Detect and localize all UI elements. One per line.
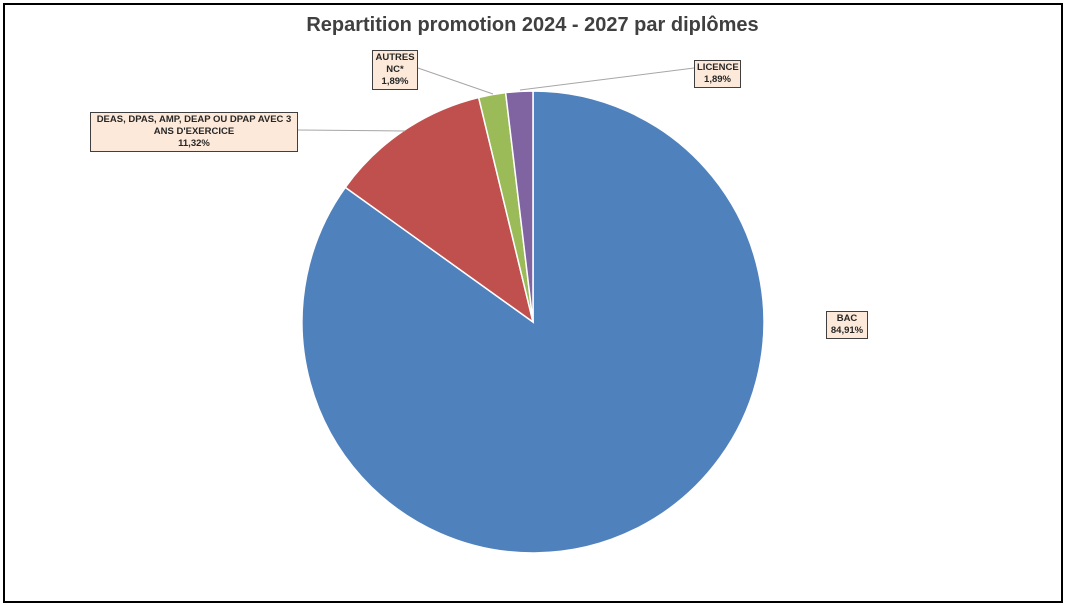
value-label: 84,91% <box>830 325 864 336</box>
value-label: 1,89% <box>704 74 731 85</box>
data-label: AUTRES NC* 1,89% <box>372 50 418 90</box>
category-label: LICENCE <box>697 62 739 73</box>
value-label: 1,89% <box>381 76 409 87</box>
leader-line <box>417 67 494 95</box>
category-label: BAC <box>836 313 858 324</box>
pie-slice <box>504 90 534 323</box>
chart-title: Repartition promotion 2024 - 2027 par di… <box>306 14 759 36</box>
value-label: 11,32% <box>178 138 210 149</box>
leader-line <box>519 67 695 91</box>
data-label: DEAS, DPAS, AMP, DEAP OU DPAP AVEC 3 ANS… <box>90 112 298 152</box>
category-label: AUTRES NC* <box>375 52 415 75</box>
data-label: LICENCE 1,89% <box>694 60 741 88</box>
data-label: BAC 84,91% <box>826 311 868 339</box>
leader-line <box>297 129 406 132</box>
category-label: DEAS, DPAS, AMP, DEAP OU DPAP AVEC 3 ANS… <box>96 114 292 137</box>
